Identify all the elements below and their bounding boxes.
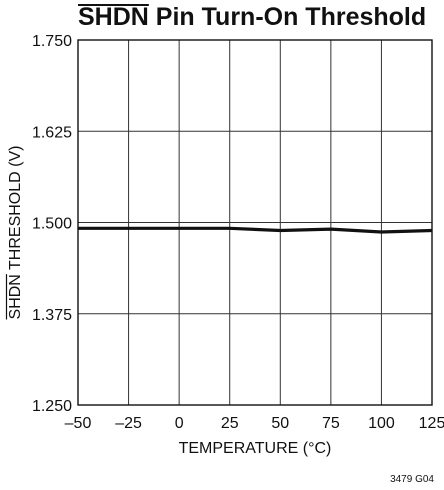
series-group (78, 226, 433, 234)
figure-id: 3479 G04 (390, 474, 434, 485)
x-tick-label: 75 (322, 415, 340, 432)
plot-frame (77, 39, 433, 406)
y-axis-label-overlined: SHDN (7, 274, 24, 319)
x-tick-labels: –50 –25 0 25 50 75 100 125 (65, 415, 444, 432)
x-tick-label: 100 (368, 415, 395, 432)
x-tick-label: –25 (115, 415, 142, 432)
y-tick-label: 1.250 (32, 398, 72, 415)
y-tick-label: 1.625 (32, 124, 72, 141)
y-tick-labels: 1.250 1.375 1.500 1.625 1.750 (32, 33, 72, 415)
x-tick-label: 25 (221, 415, 239, 432)
series-line (78, 226, 433, 234)
chart-title-overlined: SHDN (78, 3, 149, 31)
x-tick-label: 50 (271, 415, 289, 432)
x-tick-label: 125 (419, 415, 444, 432)
y-tick-label: 1.750 (32, 33, 72, 50)
x-axis-label: TEMPERATURE (°C) (179, 440, 332, 457)
x-tick-label: –50 (65, 415, 92, 432)
x-tick-label: 0 (175, 415, 184, 432)
y-tick-label: 1.500 (32, 216, 72, 233)
chart-title: SHDN Pin Turn-On Threshold (78, 3, 426, 31)
y-axis-label-rest: THRESHOLD (V) (7, 146, 24, 275)
chart-title-rest: Pin Turn-On Threshold (149, 3, 426, 31)
y-tick-label: 1.375 (32, 307, 72, 324)
y-axis-label: SHDN THRESHOLD (V) (7, 146, 24, 320)
chart-grid (78, 40, 432, 405)
